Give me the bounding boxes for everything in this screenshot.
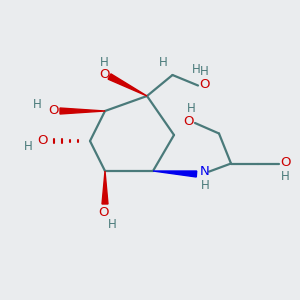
Text: H: H xyxy=(281,169,290,183)
Text: H: H xyxy=(200,65,209,79)
Text: N: N xyxy=(200,165,210,178)
Text: H: H xyxy=(187,101,196,115)
Text: O: O xyxy=(199,78,210,92)
Text: H: H xyxy=(192,63,201,76)
Polygon shape xyxy=(108,74,147,96)
Text: O: O xyxy=(38,134,48,147)
Text: O: O xyxy=(48,104,59,117)
Text: H: H xyxy=(200,179,209,192)
Text: H: H xyxy=(100,56,109,69)
Text: H: H xyxy=(159,56,168,69)
Text: O: O xyxy=(99,68,109,82)
Text: H: H xyxy=(23,140,32,154)
Text: O: O xyxy=(280,155,291,169)
Text: O: O xyxy=(183,115,194,128)
Polygon shape xyxy=(60,108,105,114)
Text: H: H xyxy=(33,98,42,111)
Text: O: O xyxy=(98,206,109,219)
Text: H: H xyxy=(108,218,117,231)
Polygon shape xyxy=(102,171,108,204)
Polygon shape xyxy=(153,171,197,177)
